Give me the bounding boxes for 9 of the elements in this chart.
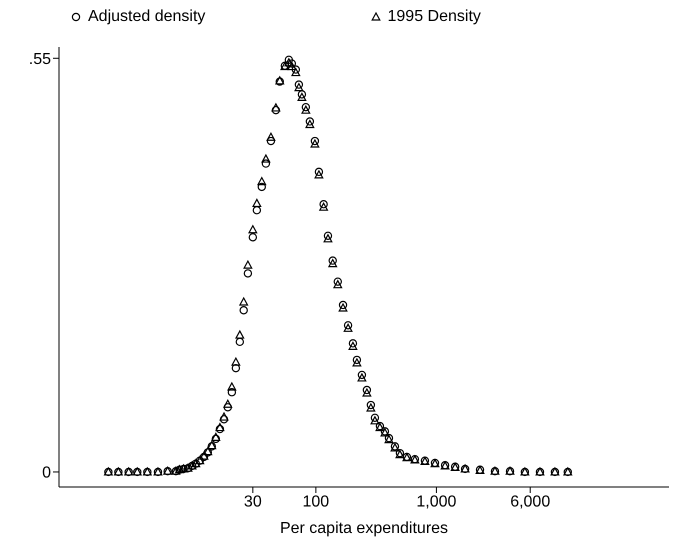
- x-tick-label: 100: [302, 493, 330, 510]
- x-axis-title: Per capita expenditures: [278, 520, 450, 538]
- x-tick-label: 6,000: [510, 493, 550, 510]
- legend-label: Adjusted density: [88, 8, 206, 26]
- x-tick-label: 1,000: [416, 493, 457, 510]
- y-tick-label: .55: [28, 50, 52, 68]
- legend-label: 1995 Density: [388, 8, 481, 26]
- x-tick-label: 30: [244, 493, 262, 510]
- y-tick-label: 0: [42, 464, 52, 482]
